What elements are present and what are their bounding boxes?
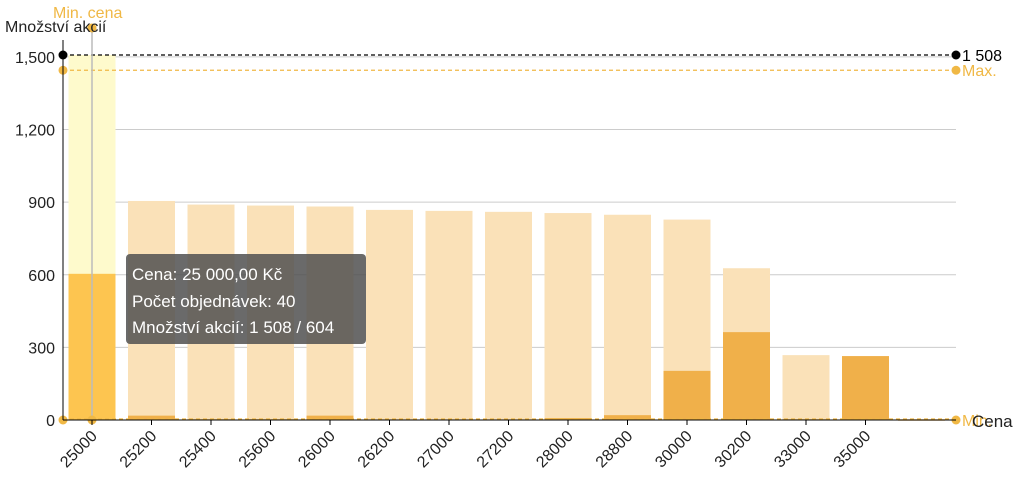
- x-tick-label: 27000: [414, 428, 458, 472]
- bar-total: [783, 355, 830, 420]
- tooltip-price: Cena: 25 000,00 Kč: [132, 262, 366, 289]
- tooltip: Cena: 25 000,00 Kč Počet objednávek: 40 …: [126, 254, 366, 344]
- y-tick-label: 600: [28, 268, 55, 285]
- x-tick-label: 26000: [295, 428, 339, 472]
- x-tick-label: 30200: [712, 428, 756, 472]
- max-line-end-dot: [952, 66, 961, 75]
- tooltip-shares: Množství akcií: 1 508 / 604: [132, 315, 366, 342]
- tooltip-orders: Počet objednávek: 40: [132, 289, 366, 316]
- x-tick-label: 26200: [355, 428, 399, 472]
- x-tick-label: 28800: [593, 428, 637, 472]
- y-tick-label: 1,500: [15, 50, 55, 67]
- total-line-label: 1 508: [962, 48, 1002, 65]
- x-tick-label: 28000: [533, 428, 577, 472]
- x-tick-label: 25600: [236, 428, 280, 472]
- bar-part: [723, 332, 770, 420]
- bar-total: [366, 210, 413, 420]
- bar-total: [485, 212, 532, 420]
- x-tick-label: 35000: [831, 428, 875, 472]
- x-tick-label: 33000: [771, 428, 815, 472]
- y-tick-label: 1,200: [15, 123, 55, 140]
- max-line-label: Max.: [962, 63, 997, 80]
- bar-total: [426, 211, 473, 420]
- y-tick-label: 0: [46, 413, 55, 430]
- bar-total: [604, 215, 651, 420]
- x-tick-label: 27200: [474, 428, 518, 472]
- y-tick-label: 900: [28, 195, 55, 212]
- bar-total: [545, 213, 592, 420]
- x-tick-label: 30000: [652, 428, 696, 472]
- bar-part: [842, 356, 889, 420]
- x-tick-label: 25200: [117, 428, 161, 472]
- x-tick-label: 25400: [176, 428, 220, 472]
- y-tick-label: 300: [28, 340, 55, 357]
- y-axis-title: Množství akcií: [5, 19, 107, 36]
- total-line-end-dot: [952, 51, 961, 60]
- bar-part: [664, 371, 711, 420]
- x-axis-title: Cena: [972, 412, 1013, 431]
- x-tick-label: 25000: [57, 428, 101, 472]
